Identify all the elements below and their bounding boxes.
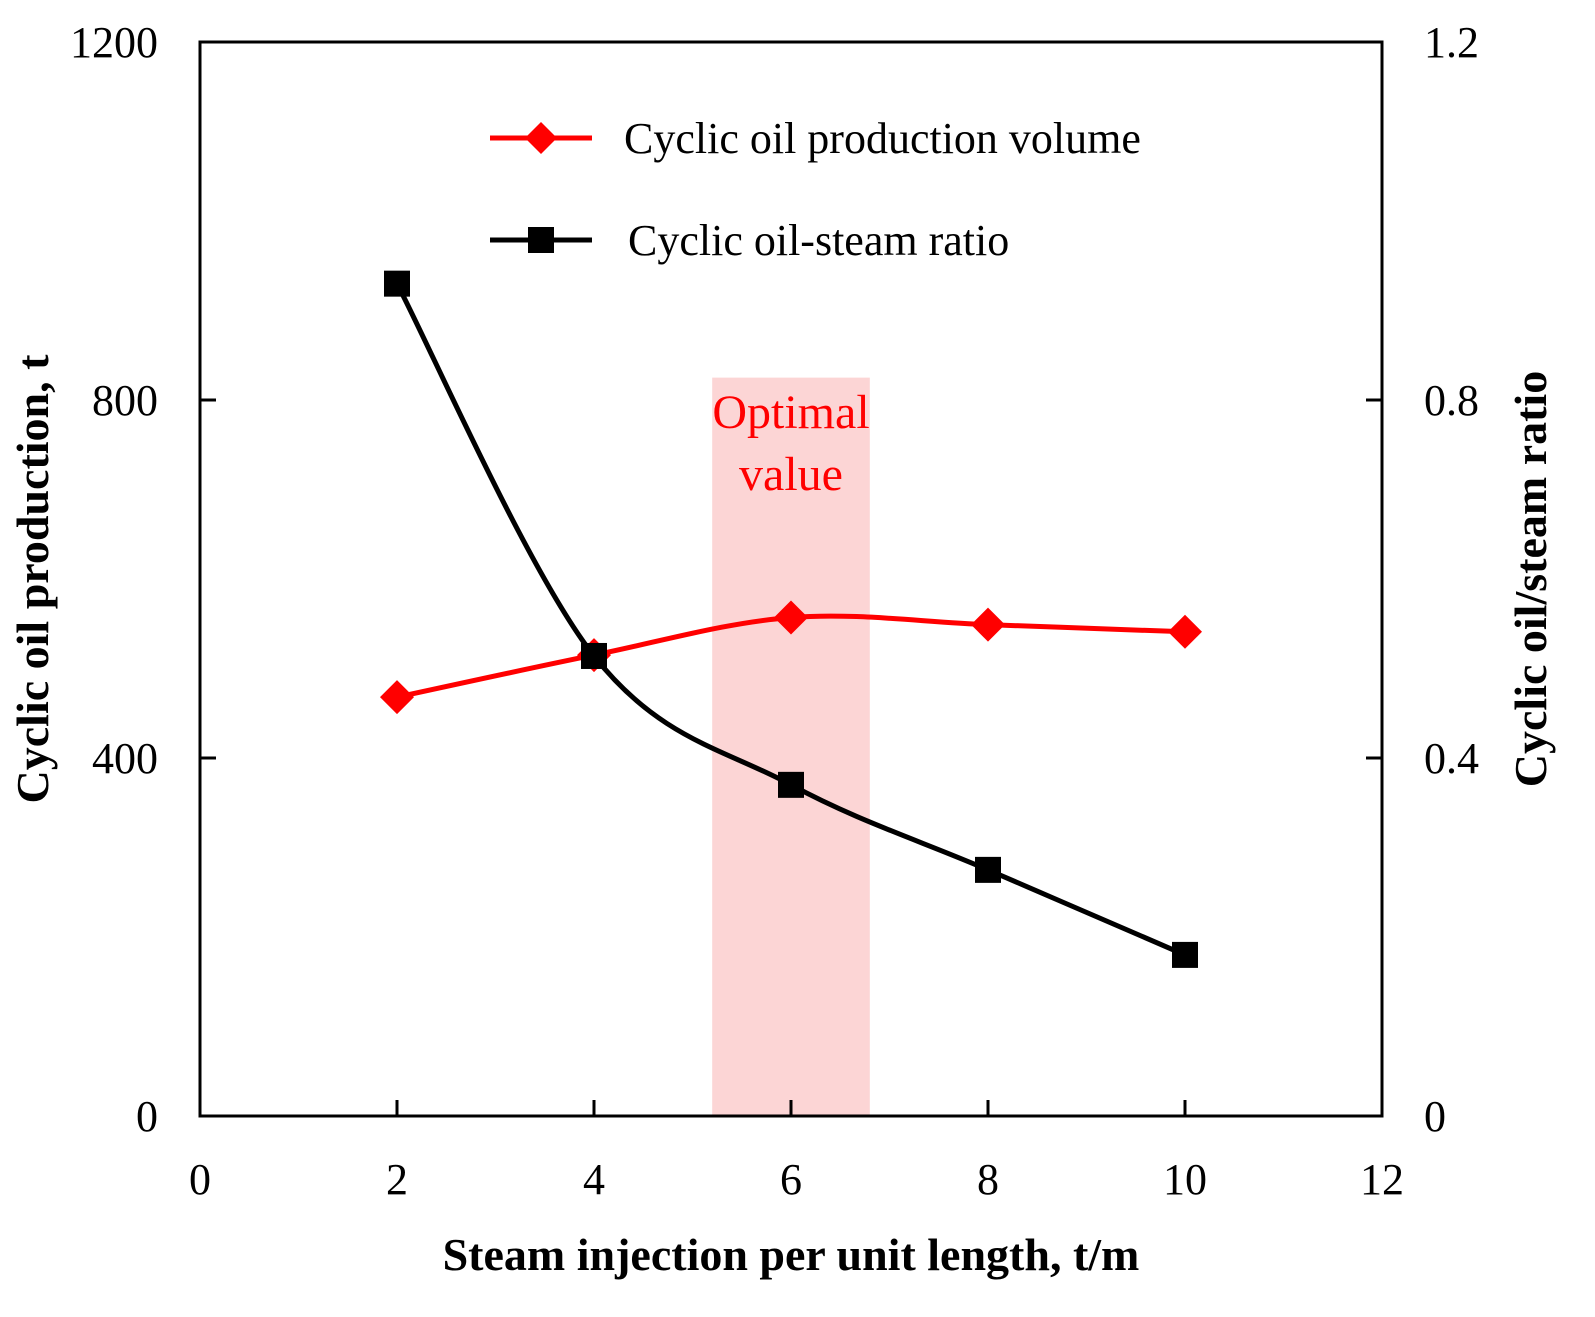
data-point-square: [581, 642, 607, 669]
data-point-square: [778, 771, 804, 798]
legend-marker-square: [528, 227, 554, 253]
y-right-tick-label: 0.8: [1424, 376, 1479, 425]
legend-marker-diamond: [525, 122, 557, 154]
x-tick-label: 12: [1360, 1155, 1404, 1204]
optimal-value-label-line1: Optimal: [712, 386, 869, 439]
x-tick-label: 4: [583, 1155, 605, 1204]
x-axis-ticks: 0 2 4 6 8 10 12: [189, 1100, 1404, 1204]
y-left-tick-label: 1200: [70, 18, 158, 67]
data-point-square: [384, 270, 410, 297]
legend: Cyclic oil production volume Cyclic oil-…: [490, 114, 1141, 265]
y-left-tick-label: 0: [136, 1092, 158, 1141]
y-left-axis-title: Cyclic oil production, t: [7, 354, 58, 804]
data-point-square: [975, 856, 1001, 883]
data-point-diamond: [380, 680, 414, 715]
x-axis-title: Steam injection per unit length, t/m: [443, 1229, 1140, 1280]
x-tick-label: 0: [189, 1155, 211, 1204]
data-point-diamond: [1168, 614, 1202, 649]
y-right-axis-title: Cyclic oil/steam ratio: [1505, 371, 1556, 787]
series-oil-steam-ratio: [384, 270, 1198, 968]
legend-label-oil-production: Cyclic oil production volume: [624, 114, 1141, 163]
x-tick-label: 8: [977, 1155, 999, 1204]
y-right-tick-label: 0: [1424, 1092, 1446, 1141]
y-left-tick-label: 400: [92, 734, 158, 783]
data-point-diamond: [774, 600, 808, 635]
series-layer: [380, 270, 1202, 968]
y-right-axis-ticks: 0 0.4 0.8 1.2: [1366, 18, 1479, 1141]
optimal-value-label-line2: value: [739, 448, 843, 501]
legend-label-oil-steam-ratio: Cyclic oil-steam ratio: [628, 216, 1009, 265]
data-point-square: [1172, 941, 1198, 968]
series-line: [394, 282, 1186, 958]
x-tick-label: 10: [1163, 1155, 1207, 1204]
x-tick-label: 6: [780, 1155, 802, 1204]
x-tick-label: 2: [386, 1155, 408, 1204]
y-left-tick-label: 800: [92, 376, 158, 425]
y-right-tick-label: 1.2: [1424, 18, 1479, 67]
y-right-tick-label: 0.4: [1424, 734, 1479, 783]
data-point-diamond: [971, 607, 1005, 642]
optimal-value-band: [712, 377, 870, 1116]
y-left-axis-ticks: 0 400 800 1200: [70, 18, 216, 1141]
